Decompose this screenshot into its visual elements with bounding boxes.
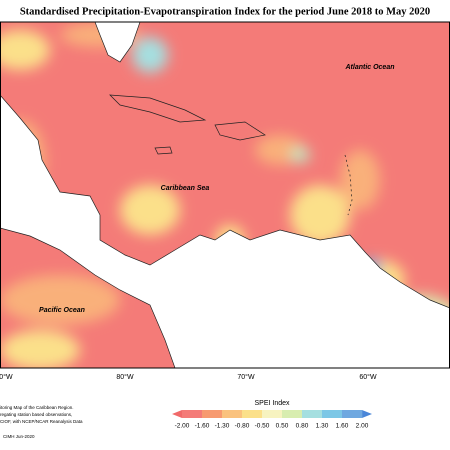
longitude-label: 60°W [359,373,377,381]
note-line: regating station based observations, [0,412,72,417]
colorbar-arrow [172,410,182,418]
colorbar-segment [342,410,363,418]
credit: CIMH Jun-2020 [3,434,35,439]
colorbar-segment [262,410,283,418]
colorbar-arrow [362,410,372,418]
colorbar-segment [182,410,203,418]
longitude-label: 90°W [0,373,13,381]
florida [94,22,141,63]
hispaniola-outline [214,121,266,141]
colorbar-tick-label: 2.00 [356,423,369,430]
lesser-antilles [344,154,353,216]
colorbar: -2.00 -1.60 -1.30 -0.80 -0.50 0.50 0.80 1.30 1.6… [172,410,372,430]
colorbar-tick-label: 0.50 [276,423,289,430]
cuba-outline [109,94,207,123]
colorbar-tick-label: -1.30 [215,423,230,430]
colorbar-segment [322,410,343,418]
longitude-label: 70°W [237,373,255,381]
note-line: itoring Map of the Caribbean Region. [0,405,74,410]
note-line: CIOF, with NCEP/NCAR Reanalysis Data [0,419,83,424]
colorbar-tick-label: 1.30 [316,423,329,430]
ocean-label: Atlantic Ocean [344,64,394,71]
map-area [0,22,450,368]
legend-title: SPEI Index [254,400,290,407]
colorbar-segment [282,410,303,418]
colorbar-tick-label: -1.60 [195,423,210,430]
colorbar-segment [242,410,263,418]
colorbar-tick-label: 1.60 [336,423,349,430]
jamaica-outline [154,146,173,155]
map-title: Standardised Precipitation-Evapotranspir… [20,6,430,17]
longitude-label: 80°W [116,373,134,381]
colorbar-tick-label: -0.80 [235,423,250,430]
colorbar-tick-label: -2.00 [175,423,190,430]
sea-label: Caribbean Sea [161,185,210,192]
ocean-label: Pacific Ocean [39,307,85,314]
colorbar-tick-label: -0.50 [255,423,270,430]
mainland [0,94,450,368]
colorbar-segment [302,410,323,418]
colorbar-segment [202,410,223,418]
colorbar-segment [222,410,243,418]
colorbar-tick-label: 0.80 [296,423,309,430]
